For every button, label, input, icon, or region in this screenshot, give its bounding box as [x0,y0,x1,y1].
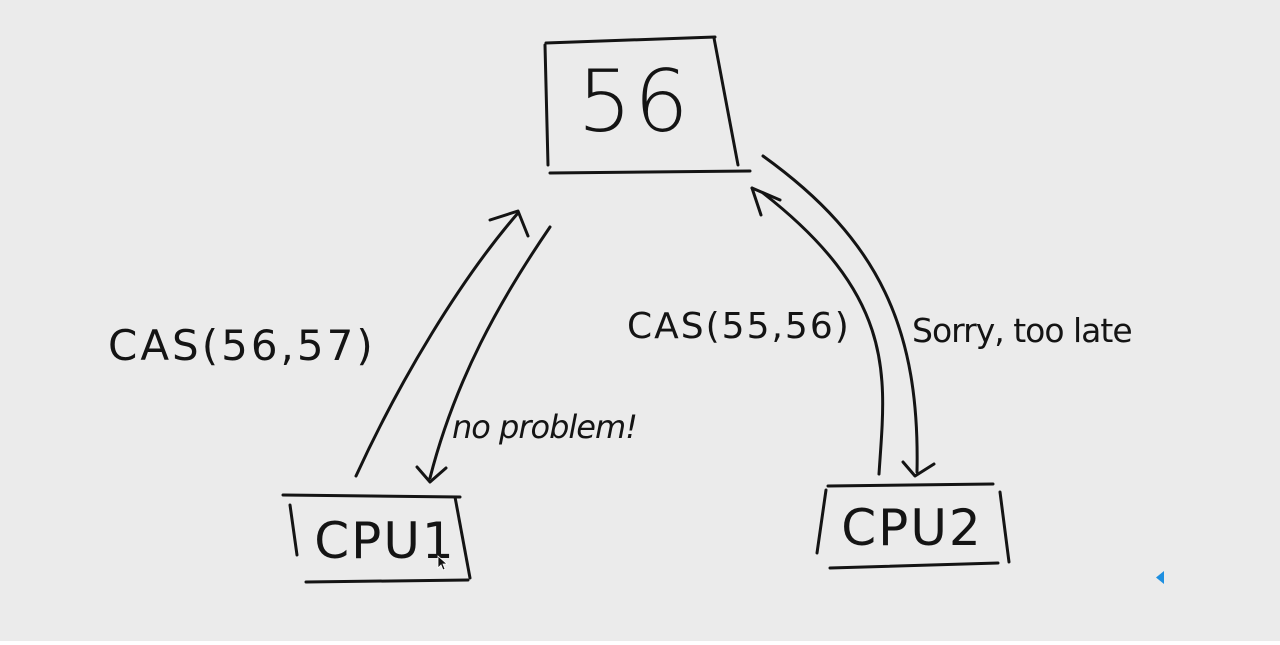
memory-value: 56 [577,52,690,152]
memory-box-bottom [548,169,752,175]
memory-box-top [544,35,717,45]
memory-box-right [712,36,740,167]
caret-left-icon[interactable] [1156,571,1164,584]
cpu1-request-arrow [354,209,530,478]
mouse-pointer-icon [437,555,449,571]
cpu1-box-top [281,493,462,499]
memory-box-left [543,43,550,167]
cpu1-response-label: no problem! [452,408,637,446]
cpu2-box-top [826,482,995,488]
memory-cell: 56 [543,35,752,175]
cpu2-box-bottom [828,561,1000,570]
cpu1-response-arrow [415,225,552,484]
cpu2-box-right [998,490,1011,564]
cpu1-box-left [288,503,299,557]
bottom-strip [0,641,1280,645]
cpu2-response-arrow [761,154,936,478]
cpu2-request-label: CAS(55,56) [627,306,851,347]
cpu2-box: CPU2 [815,482,1011,570]
cpu2-response-label: Sorry, too late [912,311,1132,350]
cpu1-box-right [453,495,472,580]
cpu1-label: CPU1 [314,512,455,570]
cpu2-request-arrow [750,186,885,476]
cpu1-box: CPU1 [281,493,472,584]
cpu1-box-bottom [304,578,470,584]
cpu1-request-label: CAS(56,57) [108,321,376,370]
cpu2-box-left [815,488,828,555]
cpu2-label: CPU2 [841,499,982,557]
